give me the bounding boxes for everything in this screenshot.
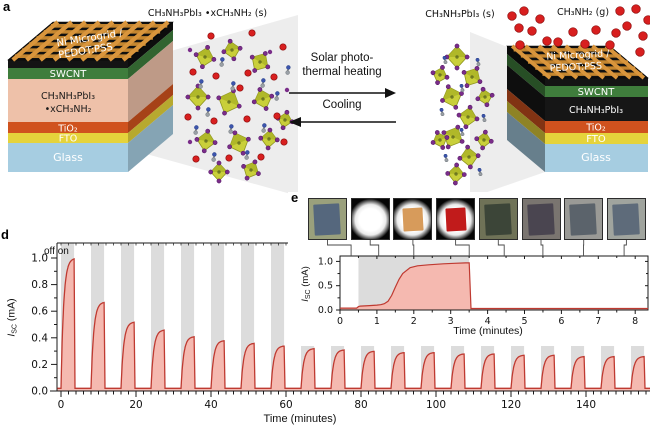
inset-x-tick-label: 8: [632, 316, 638, 327]
crystal-structure-perovskite: [430, 43, 495, 186]
device-photo-light-on-red-film: [436, 198, 476, 240]
y-tick-label: 0.4: [31, 332, 48, 344]
right-layer-glass: Glass: [581, 151, 611, 164]
device-stack-right: [506, 44, 649, 172]
perovskite-film: [445, 207, 467, 232]
panel-label-a: a: [3, 0, 11, 14]
right-microgrid-label-2: PEDOT:PSS: [549, 61, 602, 75]
y-tick-label: 0.8: [31, 279, 48, 291]
perovskite-film: [569, 203, 597, 236]
inset-panel: 0 1 2 3 4 5 6 7 8 0.0 0.5 1.0 ISC (mA) Time (minute…: [288, 192, 650, 346]
main-chart-ylabel: ISC (mA): [6, 283, 19, 353]
inset-y-tick-label: 0.5: [318, 281, 333, 292]
perovskite-film: [526, 203, 555, 236]
device-photo-initial-dark: [308, 198, 347, 240]
right-layer-swcnt: SWCNT: [578, 87, 616, 98]
left-layer-swcnt: SWCNT: [50, 69, 88, 80]
inset-x-tick-label: 0: [337, 316, 343, 327]
right-microgrid-label-1: Ni Microgrid /: [546, 48, 610, 62]
y-tick-label: 1.0: [31, 253, 48, 265]
ylabel-subscript: SC: [11, 324, 19, 334]
ylabel-symbol: I: [5, 333, 18, 337]
gas-label: CH₃NH₂ (g): [556, 7, 610, 18]
perovskite-film: [612, 203, 640, 236]
device-photo-cooling-4: [606, 198, 646, 240]
inset-x-tick-label: 6: [558, 316, 564, 327]
right-layer-tio2: TiO₂: [585, 123, 606, 134]
crystal-left-label: CH₃NH₃PbI₃ •xCH₃NH₂ (s): [147, 8, 268, 19]
x-tick-label: 60: [279, 399, 292, 411]
left-layer-perovskite-1: CH₃NH₃PbI₃: [41, 91, 95, 102]
inset-y-tick-label: 1.0: [318, 256, 333, 267]
light-off-on-annotation: off on: [44, 246, 69, 257]
left-layer-tio2: TiO₂: [57, 124, 78, 135]
forward-process-label-1: Solar photo-: [310, 52, 374, 64]
inset-area-fill: [340, 262, 649, 310]
x-tick-label: 40: [204, 399, 217, 411]
x-tick-label: 140: [576, 399, 596, 411]
x-tick-label: 120: [501, 399, 521, 411]
device-photo-light-on-orange-film: [393, 198, 433, 240]
perovskite-film: [402, 207, 424, 232]
inset-chart-xlabel: Time (minutes): [453, 325, 523, 337]
device-photo-sequence: [288, 198, 650, 240]
device-stack-left: [7, 20, 174, 172]
inset-x-tick-label: 3: [448, 316, 454, 327]
process-arrows: [289, 88, 396, 127]
x-tick-label: 80: [354, 399, 367, 411]
left-layer-glass: Glass: [53, 151, 83, 164]
crystal-right-label: CH₃NH₃PbI₃ (s): [425, 9, 495, 20]
device-photo-cooling-1: [478, 198, 518, 240]
device-photo-cooling-2: [521, 198, 561, 240]
inset-y-tick-label: 0.0: [318, 305, 333, 316]
right-layer-fto: FTO: [586, 134, 606, 145]
inset-axes: [336, 255, 649, 314]
device-photo-cooling-3: [564, 198, 604, 240]
x-tick-label: 0: [58, 399, 65, 411]
y-tick-label: 0.0: [31, 386, 48, 398]
reverse-process-label: Cooling: [322, 99, 362, 111]
y-tick-label: 0.2: [31, 359, 48, 371]
panel-label-d: d: [1, 227, 9, 242]
y-tick-label: 0.6: [31, 306, 48, 318]
isc-trace: [57, 258, 650, 389]
inset-x-tick-label: 7: [595, 316, 601, 327]
perovskite-film: [484, 203, 512, 236]
forward-arrowhead-icon: [385, 88, 396, 98]
left-layer-fto: FTO: [59, 134, 78, 145]
inset-isc-trace: [340, 262, 649, 310]
right-layer-perovskite: CH₃NH₃PbI₃: [569, 105, 623, 116]
forward-process-label-2: thermal heating: [302, 66, 382, 78]
inset-x-tick-label: 2: [411, 316, 417, 327]
panel-label-e: e: [291, 190, 299, 205]
inset-chart: 0 1 2 3 4 5 6 7 8 0.0 0.5 1.0: [318, 240, 649, 327]
perovskite-film: [313, 203, 341, 236]
photo-connectors: [327, 240, 627, 256]
crystal-structure-intercalated: [184, 29, 295, 184]
left-layer-perovskite-2: •xCH₃NH₂: [45, 104, 92, 115]
ylabel-unit: (mA): [5, 298, 18, 325]
panel-a-illustration: Ni Microgrid / PEDOT:PSS SWCNT CH₃NH₃PbI…: [7, 4, 650, 196]
reverse-arrowhead-icon: [289, 117, 301, 127]
inset-x-tick-label: 4: [485, 316, 491, 327]
x-tick-label: 20: [129, 399, 142, 411]
main-chart-xlabel: Time (minutes): [263, 413, 337, 425]
inset-x-tick-label: 5: [521, 316, 527, 327]
methylamine-gas-molecules: [507, 4, 650, 57]
lamp-glow: [351, 199, 389, 239]
inset-x-tick-label: 1: [374, 316, 380, 327]
x-tick-label: 100: [426, 399, 446, 411]
device-photo-light-on-glow: [350, 198, 390, 240]
